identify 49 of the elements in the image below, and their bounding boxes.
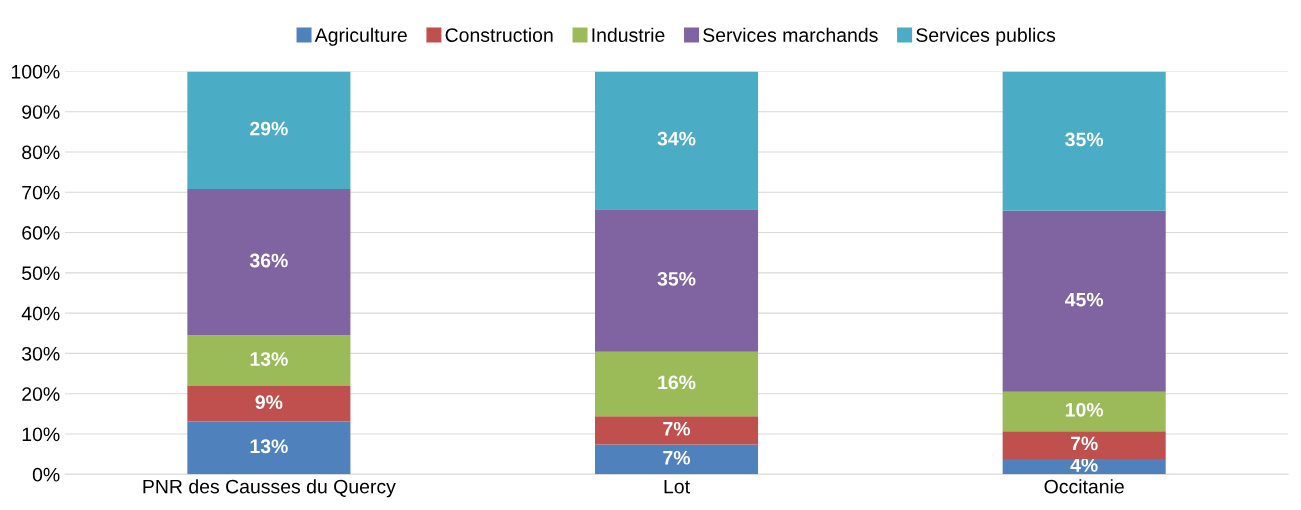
data-label: 35% [1065,132,1104,147]
y-tick-label: 0% [32,467,60,482]
data-label: 36% [249,253,288,268]
bar [187,421,351,475]
data-label: 7% [663,450,691,465]
data-label: 16% [658,375,696,390]
y-tick-label: 40% [21,306,60,321]
bar [594,351,759,417]
bar [187,189,351,336]
data-label: 7% [663,421,691,436]
y-tick-label: 90% [22,105,60,119]
y-tick-label: 100% [11,64,60,79]
data-label: 13% [250,352,288,366]
data-label: 34% [657,131,696,146]
bar [594,444,759,475]
bar [1002,71,1166,211]
y-tick-label: 80% [22,145,60,160]
y-tick-label: 60% [22,226,60,240]
bar [1002,458,1166,475]
x-tick-label: Occitanie [1044,479,1124,494]
data-label: 9% [255,395,283,410]
data-label: 4% [1070,458,1098,472]
legend-label: Agriculture [314,27,407,46]
data-label: 45% [1065,292,1104,307]
legend-label: Industrie [592,27,665,42]
bar [1002,391,1166,432]
y-tick-label: 30% [22,346,60,361]
data-label: 29% [250,121,288,136]
data-label: 7% [1070,436,1098,451]
y-tick-label: 50% [22,266,60,281]
data-label: 10% [1065,402,1104,417]
y-tick-label: 70% [22,185,60,200]
legend-label: Services marchands [703,27,878,42]
data-label: 35% [657,271,696,286]
bar [594,416,759,445]
legend-label: Services publics [916,27,1056,46]
y-tick-label: 10% [22,427,60,442]
y-tick-label: 20% [22,387,60,401]
data-label: 13% [250,439,288,454]
bar [594,209,759,352]
bar [1002,210,1166,392]
bar [187,71,351,190]
x-tick-label: Lot [664,479,690,494]
bar [187,386,351,422]
legend-label: Construction [445,27,553,42]
bar [594,71,759,210]
bar [187,335,351,387]
x-tick-label: PNR des Causses du Quercy [143,479,396,498]
bar [1002,431,1166,459]
